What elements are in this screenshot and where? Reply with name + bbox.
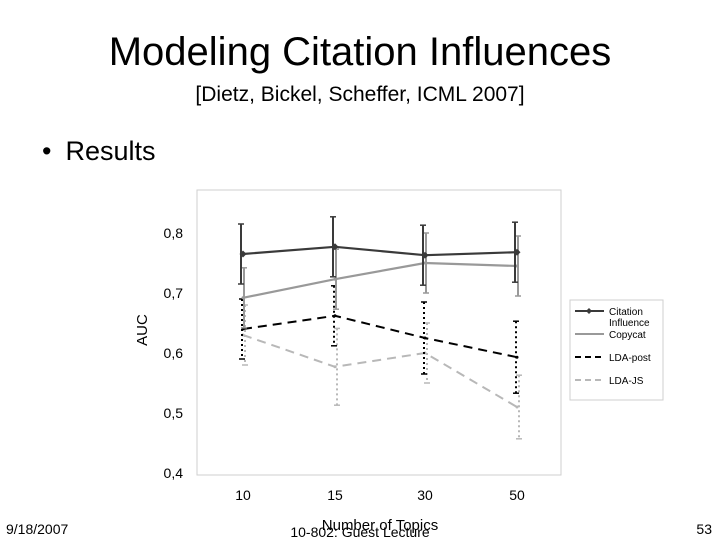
x-tick-label: 10 [235,487,251,503]
series-lda-post [239,285,519,394]
y-axis-label: AUC [134,314,151,346]
footer-page-number: 53 [696,521,712,537]
series-citation-influence [238,216,521,286]
data-point [421,251,429,259]
data-point [515,405,519,409]
legend-label: Copycat [609,330,646,341]
data-point [423,336,427,340]
bullet-icon: • [42,136,52,166]
data-point [333,365,337,369]
series-line [242,314,518,359]
data-point [515,355,519,359]
data-point [239,250,247,258]
series-lda-js [241,304,522,440]
series-line [242,261,518,299]
data-point [331,243,339,251]
legend-label: Influence [609,318,650,329]
legend-frame [569,299,664,401]
data-point [423,261,427,265]
x-tick-label: 50 [509,487,525,503]
slide-title: Modeling Citation Influences [108,30,612,74]
series-line [242,245,518,257]
legend-label: LDA-post [609,353,651,364]
bullet-text: Results [65,136,156,166]
legend-marker [586,308,592,314]
y-tick-label: 0,6 [164,345,184,361]
data-point [515,264,519,268]
x-tick-label: 15 [327,487,343,503]
x-tick-label: 30 [417,487,433,503]
data-point [333,314,337,318]
data-point [333,277,337,281]
y-tick-label: 0,4 [164,465,184,481]
legend-label: LDA-JS [609,376,644,387]
y-tick-label: 0,5 [164,405,184,421]
legend-label: Citation [609,307,643,318]
bullet-item: • Results [42,134,155,168]
data-point [241,296,245,300]
slide-subtitle: [Dietz, Bickel, Scheffer, ICML 2007] [195,83,525,106]
series-copycat [241,232,521,329]
y-tick-label: 0,7 [164,285,184,301]
data-point [513,248,521,256]
series-line [242,334,518,408]
y-tick-label: 0,8 [164,225,184,241]
plot-frame [196,189,562,476]
footer-date: 9/18/2007 [6,521,69,537]
footer-lecture: 10-802: Guest Lecture [290,524,430,540]
x-axis-label: Number of Topics [322,517,438,534]
